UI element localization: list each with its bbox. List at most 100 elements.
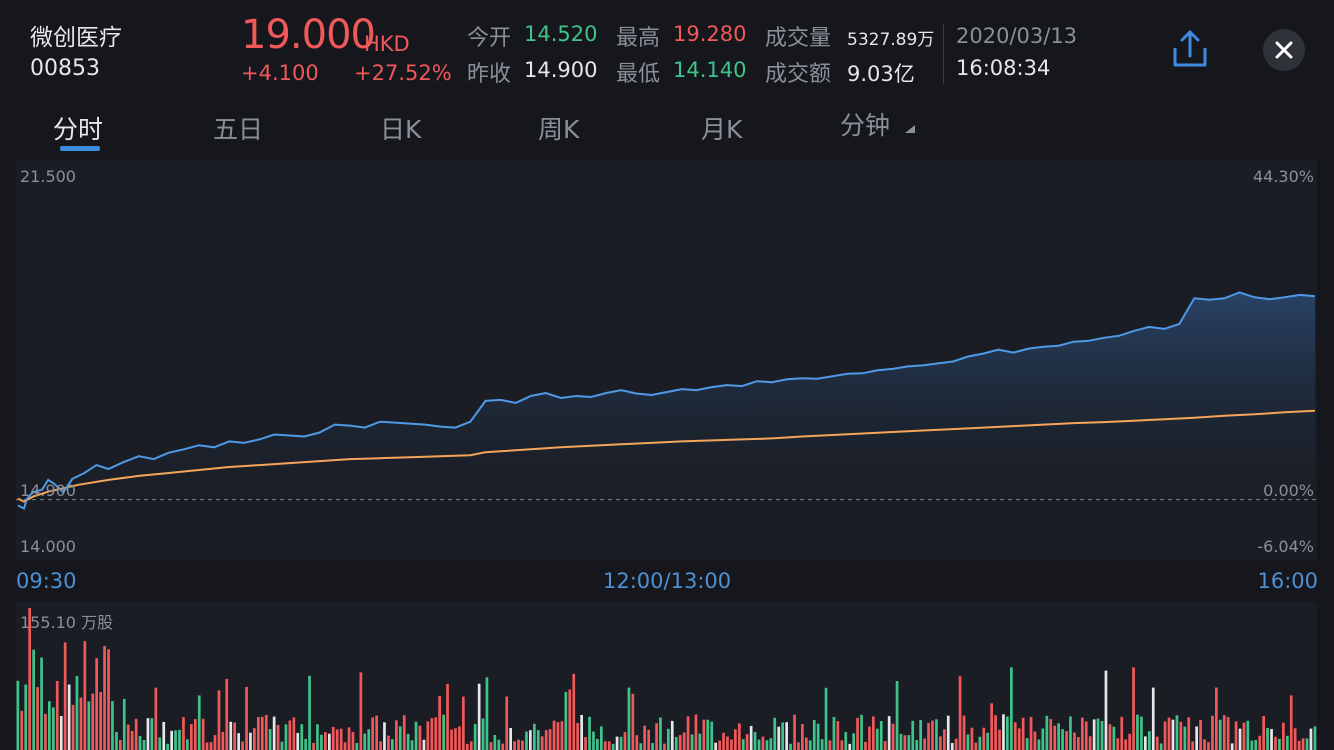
volume-bar [722,732,725,750]
volume-bar [544,730,548,750]
volume-bar [899,733,903,750]
volume-bar [623,732,627,750]
volume-bar [785,722,788,750]
volume-bar [994,715,997,750]
volume-bar [1218,719,1222,750]
volume-bar [410,740,414,750]
volume-bar [962,715,966,750]
volume-bar [383,722,386,750]
volume-bar [596,738,599,750]
y-axis-top: 21.500 [20,167,76,186]
volume-bar [225,678,229,750]
volume-bar [387,735,390,750]
volume-bar [1144,736,1147,750]
volume-bar [268,729,272,750]
volume-bar [958,676,962,750]
volume-bar [115,731,118,750]
volume-bar [178,729,181,750]
volume-bar [939,736,942,750]
volume-bar [1230,743,1234,750]
volume-bar [186,739,189,750]
volume-bar [615,736,619,750]
volume-bar [781,722,784,750]
volume-bar [588,716,591,750]
volume-bar [44,713,47,750]
volume-bar [1053,725,1057,750]
volume-bar [935,719,938,750]
volume-bar [1305,738,1309,750]
volume-bar [1100,721,1104,750]
volume-bar [87,701,91,750]
volume-bar [119,739,122,750]
volume-bar [154,687,158,750]
volume-bar [828,740,832,750]
volume-bar [1112,726,1116,750]
volume-bar [1179,721,1183,750]
volume-bar [111,701,114,750]
volume-bar [1163,721,1167,750]
open-value: 14.520 [524,22,598,46]
volume-bar [812,719,816,750]
volume-bar [820,739,824,750]
volume-bar [872,716,875,750]
dropdown-triangle-icon [904,125,915,133]
volume-bar [1092,719,1096,750]
close-button[interactable] [1263,29,1305,71]
volume-bar [1266,727,1269,750]
share-icon[interactable] [1170,28,1210,70]
volume-bar [923,738,926,750]
volume-bar [548,729,552,750]
volume-bar [1234,721,1238,750]
price-chart [16,291,1317,510]
prev-close-label: 昨收 [467,62,512,87]
volume-bar [1171,719,1175,750]
volume-bar [213,735,217,750]
volume-bar [91,693,95,750]
volume-bar [1140,716,1143,750]
volume-bar [1258,735,1262,750]
volume-bar [572,673,576,750]
volume-bar [592,731,595,750]
volume-bar [20,710,24,750]
volume-bar [525,731,528,750]
volume-bar [406,733,410,750]
volume-bar [107,649,110,750]
volume-bar [146,718,150,750]
volume-bar [1045,715,1049,750]
volume-bar [493,735,497,750]
volume-bar [205,742,209,750]
tab-monthly-k[interactable]: 月K [701,115,743,144]
volume-bar [1187,717,1191,750]
volume-bar [1301,738,1305,750]
open-label: 今开 [467,26,512,51]
volume-bar [982,727,986,750]
volume-bar [438,696,441,750]
volume-bar [659,717,662,750]
volume-bar [663,743,666,750]
volume-bar [103,645,106,750]
tab-five-day[interactable]: 五日 [213,115,264,144]
volume-bar [911,720,915,750]
volume-bar [201,718,205,750]
tab-minute[interactable]: 分钟 [840,106,916,142]
y-axis-mid: 14.900 [20,481,76,500]
volume-bar [670,720,674,750]
volume-bar [686,716,690,750]
volume-bar [450,729,453,750]
tab-weekly-k[interactable]: 周K [538,115,580,144]
volume-bar [576,723,579,750]
volume-bar [1081,717,1084,750]
volume-bar [927,722,930,750]
volume-bar [509,728,512,750]
volume-bar [836,721,840,750]
volume-value: 5327.89万 [847,30,935,50]
volume-bar [1246,720,1250,750]
volume-bar [1286,735,1289,750]
volume-bar [682,732,686,750]
tab-intraday[interactable]: 分时 [53,115,104,144]
tab-daily-k[interactable]: 日K [380,115,422,144]
pct-axis-bottom: -6.04% [1257,537,1314,556]
volume-bar [816,723,820,750]
volume-bar [974,742,978,750]
volume-bar [79,697,83,750]
